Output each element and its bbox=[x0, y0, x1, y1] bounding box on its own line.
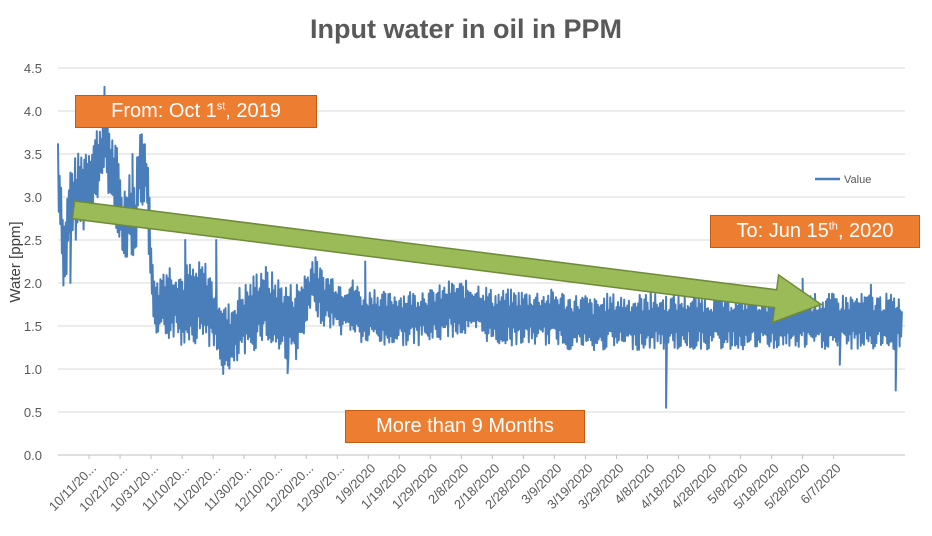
chart-title: Input water in oil in PPM bbox=[309, 14, 622, 44]
y-tick-label: 0.0 bbox=[24, 448, 42, 463]
y-tick-label: 2.5 bbox=[24, 233, 42, 248]
y-tick-label: 3.0 bbox=[24, 190, 42, 205]
to-callout-text: To: Jun 15 bbox=[736, 220, 829, 242]
y-axis-label: Water [ppm] bbox=[7, 221, 24, 302]
y-tick-label: 2.0 bbox=[24, 276, 42, 291]
trend-arrow bbox=[71, 200, 823, 324]
y-tick-label: 3.5 bbox=[24, 147, 42, 162]
to-callout-tail: , 2020 bbox=[837, 220, 894, 242]
y-tick-label: 4.5 bbox=[24, 61, 42, 76]
to-callout: To: Jun 15th, 2020 bbox=[710, 215, 920, 248]
duration-callout-text: More than 9 Months bbox=[376, 415, 554, 437]
y-tick-labels: 0.0 0.5 1.0 1.5 2.0 2.5 3.0 3.5 4.0 4.5 bbox=[24, 61, 42, 463]
legend: Value bbox=[815, 174, 871, 186]
y-tick-label: 1.5 bbox=[24, 319, 42, 334]
duration-callout: More than 9 Months bbox=[345, 410, 585, 443]
from-callout-sup: st bbox=[216, 100, 226, 113]
x-tick-labels: 10/11/20...10/21/20...10/31/20...11/10/2… bbox=[46, 455, 844, 515]
y-tick-label: 0.5 bbox=[24, 405, 42, 420]
to-callout-sup: th bbox=[828, 220, 838, 233]
y-tick-label: 1.0 bbox=[24, 362, 42, 377]
from-callout: From: Oct 1st, 2019 bbox=[75, 95, 317, 128]
from-callout-tail: , 2019 bbox=[225, 100, 281, 122]
from-callout-text: From: Oct 1 bbox=[111, 100, 217, 122]
trend-arrow-shape bbox=[71, 200, 823, 324]
y-tick-label: 4.0 bbox=[24, 104, 42, 119]
legend-label-value: Value bbox=[844, 174, 871, 186]
